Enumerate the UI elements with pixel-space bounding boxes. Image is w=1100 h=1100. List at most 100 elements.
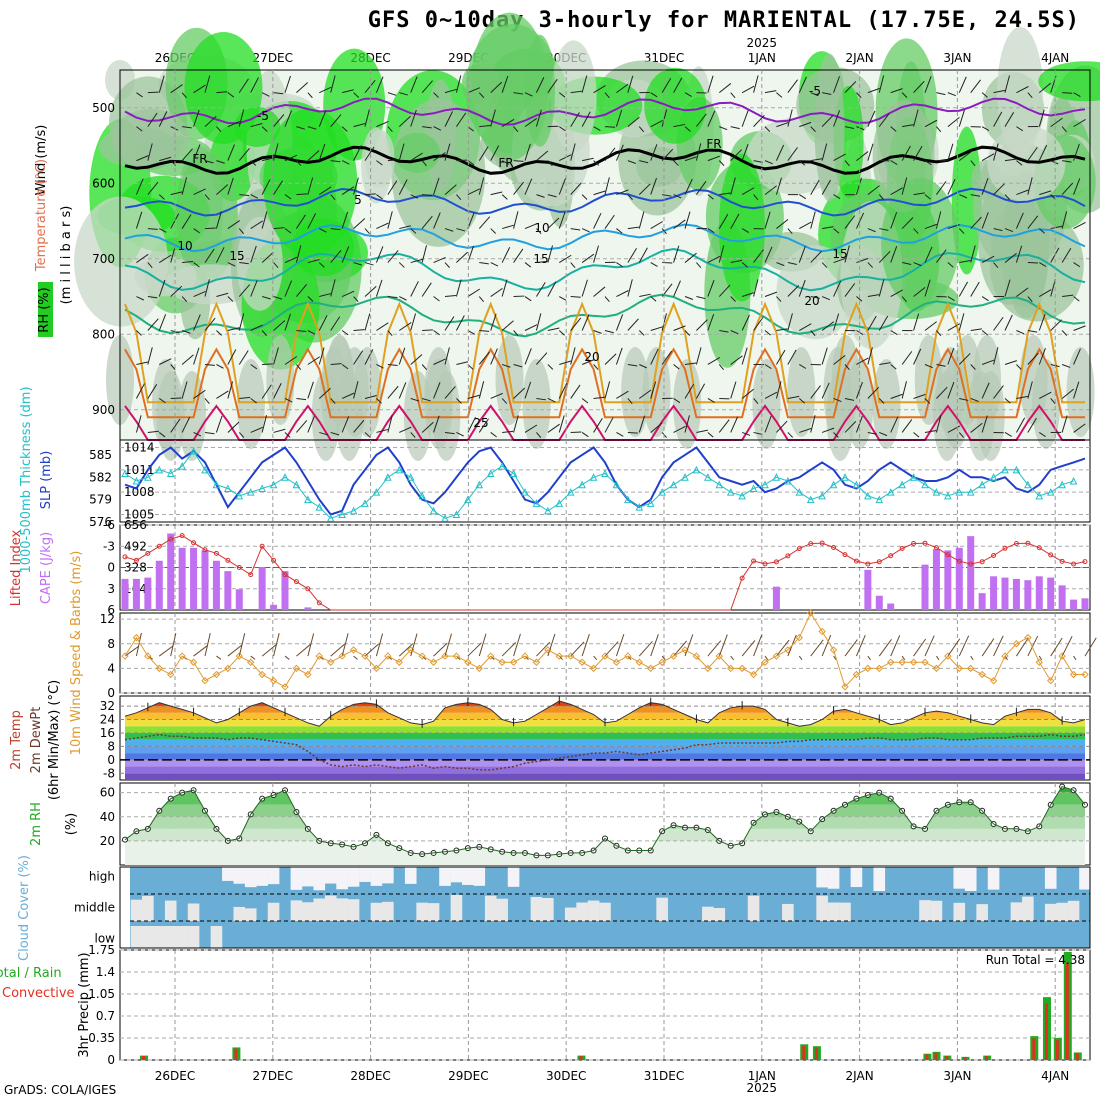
wind-barb [216, 126, 222, 133]
thickness-marker [704, 473, 712, 481]
wind10m-barb [284, 655, 290, 660]
wind-barb [330, 160, 341, 163]
wind-barb [284, 313, 291, 331]
wind10m-barb [981, 638, 995, 657]
wind-barb [753, 249, 764, 263]
wind-barb [913, 287, 926, 297]
cape-bar [1035, 576, 1043, 610]
wind-barb [444, 228, 454, 232]
wind-barb [433, 415, 440, 433]
wind-barb [821, 347, 828, 365]
wind-barb [684, 415, 690, 433]
cape-bar [304, 607, 312, 610]
wind-barb [604, 417, 614, 433]
thickness-marker [898, 480, 906, 489]
wind-barb [936, 363, 946, 367]
wind-barb [536, 432, 542, 438]
cloud-low-gap [142, 926, 154, 948]
wind-barb [307, 213, 317, 229]
wind-barb [741, 314, 750, 331]
wind-barb [330, 398, 336, 404]
cloud-high-gap [370, 867, 383, 886]
wind-barb [353, 218, 366, 229]
wind-barb [741, 110, 749, 127]
wind-barb [182, 260, 194, 264]
wind-barb [787, 109, 793, 127]
wind10m-barb [250, 655, 256, 660]
rh-tick-label: 60 [100, 786, 115, 800]
wind-barb [856, 357, 869, 365]
legend-convective: Convective [2, 986, 75, 1001]
li-marker [899, 545, 905, 551]
wind-barb [353, 262, 363, 266]
wind-barb [638, 183, 651, 195]
wind-barb [981, 153, 995, 162]
cape-bar [235, 589, 243, 610]
wind-barb [433, 152, 446, 162]
wind-barb [913, 109, 919, 127]
wind-barb [958, 228, 965, 234]
wind-barb [1061, 211, 1068, 229]
wind-barb [970, 245, 976, 263]
wind10m-marker [132, 633, 141, 642]
wind-barb [673, 364, 680, 370]
li-tick-label: -6 [103, 518, 115, 532]
dewpt-axis-label: 2m DewPt [29, 707, 44, 774]
wind10m-barb [158, 645, 174, 657]
wind-barb [616, 228, 623, 234]
wind-barb [604, 381, 611, 399]
wind10m-marker [1047, 676, 1055, 685]
wind10m-marker [898, 658, 906, 666]
wind-barb [616, 290, 629, 297]
precip-conv-bar [1075, 1053, 1079, 1060]
wind-barb [307, 416, 315, 433]
wind-barb [787, 79, 798, 93]
wind-barb [684, 92, 692, 98]
wind-barb [981, 126, 990, 132]
precip-conv-bar [963, 1057, 967, 1060]
wind10m-barb [741, 640, 756, 657]
thickness-marker [395, 465, 404, 474]
wind-barb [1004, 398, 1011, 404]
precip-conv-bar [1032, 1038, 1036, 1060]
li-marker [1036, 545, 1042, 551]
wind-barb [593, 212, 602, 229]
cape-bar [167, 533, 175, 610]
bottom-date-label: 28DEC [350, 1069, 390, 1083]
wind-barb [387, 415, 393, 433]
wind-barb [536, 228, 542, 234]
wind10m-marker [864, 664, 872, 673]
wind-barb [867, 386, 880, 399]
wind-barb [478, 146, 489, 161]
wind-barb [833, 194, 841, 200]
wind-barb [627, 160, 637, 165]
precip-conv-bar [579, 1056, 583, 1060]
wind-barb [364, 349, 374, 365]
wind-barb [856, 126, 865, 131]
cloud-high-gap [222, 867, 234, 881]
wind-barb [947, 178, 956, 195]
wind-barb [227, 177, 234, 195]
thickness-marker [989, 473, 998, 481]
cloud-high-gap [462, 867, 474, 885]
contour-label: FR [706, 137, 721, 151]
li-marker [831, 544, 837, 550]
wind-barb [376, 364, 384, 369]
wind-barb [1004, 158, 1017, 162]
wind-barb [616, 432, 624, 437]
thickness-marker [1024, 480, 1032, 489]
wind10m-barb [1004, 655, 1008, 661]
wind10m-barb [375, 633, 384, 657]
wind-barb [1016, 86, 1029, 94]
wind10m-marker [441, 652, 449, 660]
bottom-date-label: 29DEC [448, 1069, 488, 1083]
wind-barb [776, 262, 785, 267]
wind-barb [867, 110, 876, 127]
wind-barb [604, 177, 610, 195]
wind-barb [227, 421, 240, 433]
wind-barb [547, 217, 560, 229]
wind-barb [433, 177, 440, 195]
wind-barb [490, 262, 499, 267]
cloud-high-gap [473, 867, 486, 886]
cape-bar [1024, 580, 1032, 610]
